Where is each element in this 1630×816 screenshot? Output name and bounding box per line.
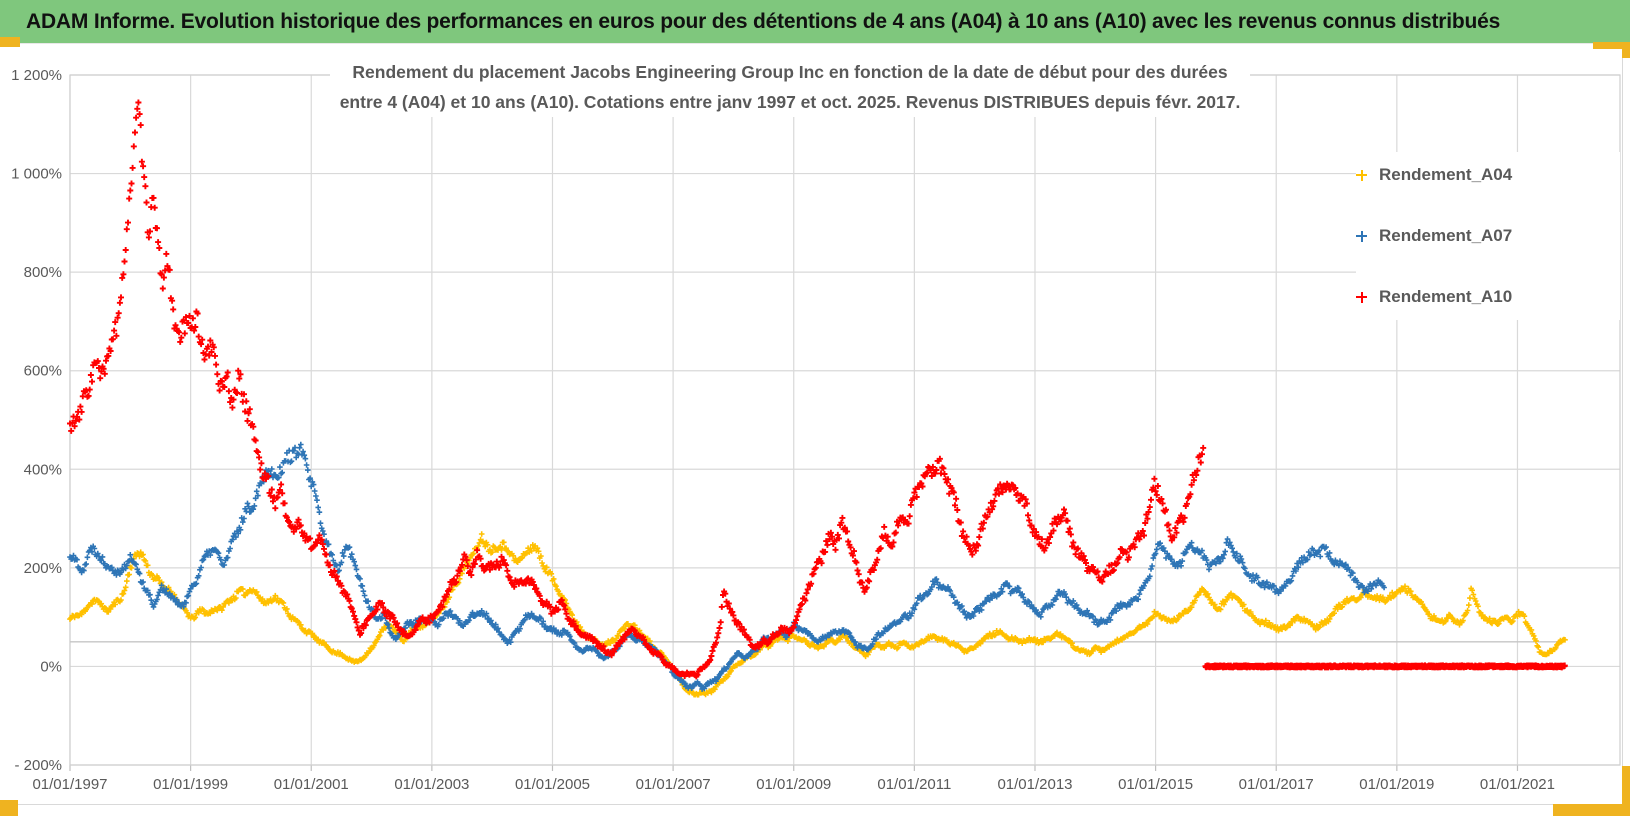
y-axis-label: 800% bbox=[24, 264, 62, 281]
chart-frame: - 200% 0% 200% 400% 600% 800% 1 000% 1 200% 01/0… bbox=[0, 47, 1623, 805]
legend-item-a10: Rendement_A10 bbox=[1356, 280, 1620, 314]
corner-accent-top-right-h bbox=[1593, 42, 1630, 49]
x-axis-label: 01/01/2013 bbox=[997, 776, 1072, 793]
x-axis-label: 01/01/2009 bbox=[756, 776, 831, 793]
chart-title: Rendement du placement Jacobs Engineerin… bbox=[330, 57, 1250, 117]
corner-accent-bottom-right-v bbox=[1622, 766, 1630, 816]
x-axis-label: 01/01/2003 bbox=[394, 776, 469, 793]
plus-marker-icon bbox=[1356, 291, 1367, 303]
chart-legend: Rendement_A04 Rendement_A07 Rendement_A1… bbox=[1356, 152, 1620, 320]
y-axis-label: 1 000% bbox=[11, 166, 62, 183]
y-axis-label: 1 200% bbox=[11, 67, 62, 84]
corner-accent-bottom-right-h bbox=[1553, 804, 1630, 816]
plus-marker-icon bbox=[1356, 230, 1367, 242]
x-axis-label: 01/01/2005 bbox=[515, 776, 590, 793]
report-header-title: ADAM Informe. Evolution historique des p… bbox=[26, 10, 1501, 33]
legend-item-a04: Rendement_A04 bbox=[1356, 158, 1620, 192]
x-axis-label: 01/01/2019 bbox=[1359, 776, 1434, 793]
plus-marker-icon bbox=[1356, 169, 1367, 181]
legend-label-a07: Rendement_A07 bbox=[1379, 226, 1513, 245]
x-axis-label: 01/01/2021 bbox=[1480, 776, 1555, 793]
y-axis-label: 200% bbox=[24, 560, 62, 577]
legend-label-a04: Rendement_A04 bbox=[1379, 165, 1513, 184]
x-axis-label: 01/01/2015 bbox=[1118, 776, 1193, 793]
chart-title-line2: entre 4 (A04) et 10 ans (A10). Cotations… bbox=[339, 92, 1241, 112]
series-rendement_a10 bbox=[67, 99, 1207, 680]
chart-canvas: - 200% 0% 200% 400% 600% 800% 1 000% 1 200% 01/0… bbox=[11, 67, 1621, 793]
y-axis-label: 600% bbox=[24, 363, 62, 380]
corner-accent-top-left bbox=[0, 37, 20, 47]
series-rendement_a10-zero-segment bbox=[1202, 662, 1568, 671]
report-header: ADAM Informe. Evolution historique des p… bbox=[0, 0, 1630, 44]
x-axis-label: 01/01/2001 bbox=[274, 776, 349, 793]
x-axis-label: 01/01/2011 bbox=[877, 776, 951, 793]
x-axis-label: 01/01/2017 bbox=[1239, 776, 1314, 793]
x-axis-label: 01/01/1999 bbox=[153, 776, 228, 793]
y-axis-label: 400% bbox=[24, 461, 62, 478]
legend-item-a07: Rendement_A07 bbox=[1356, 219, 1620, 253]
chart-title-line1: Rendement du placement Jacobs Engineerin… bbox=[352, 62, 1228, 82]
x-axis-label: 01/01/1997 bbox=[32, 776, 107, 793]
y-axis-label: 0% bbox=[40, 658, 62, 675]
series-rendement_a04 bbox=[67, 531, 1568, 698]
x-axis-label: 01/01/2007 bbox=[636, 776, 711, 793]
corner-accent-top-right-v bbox=[1622, 42, 1630, 58]
y-axis-label: - 200% bbox=[14, 757, 62, 774]
series-rendement_a07 bbox=[67, 441, 1387, 692]
corner-accent-bottom-left bbox=[0, 800, 18, 816]
legend-label-a10: Rendement_A10 bbox=[1379, 287, 1513, 306]
